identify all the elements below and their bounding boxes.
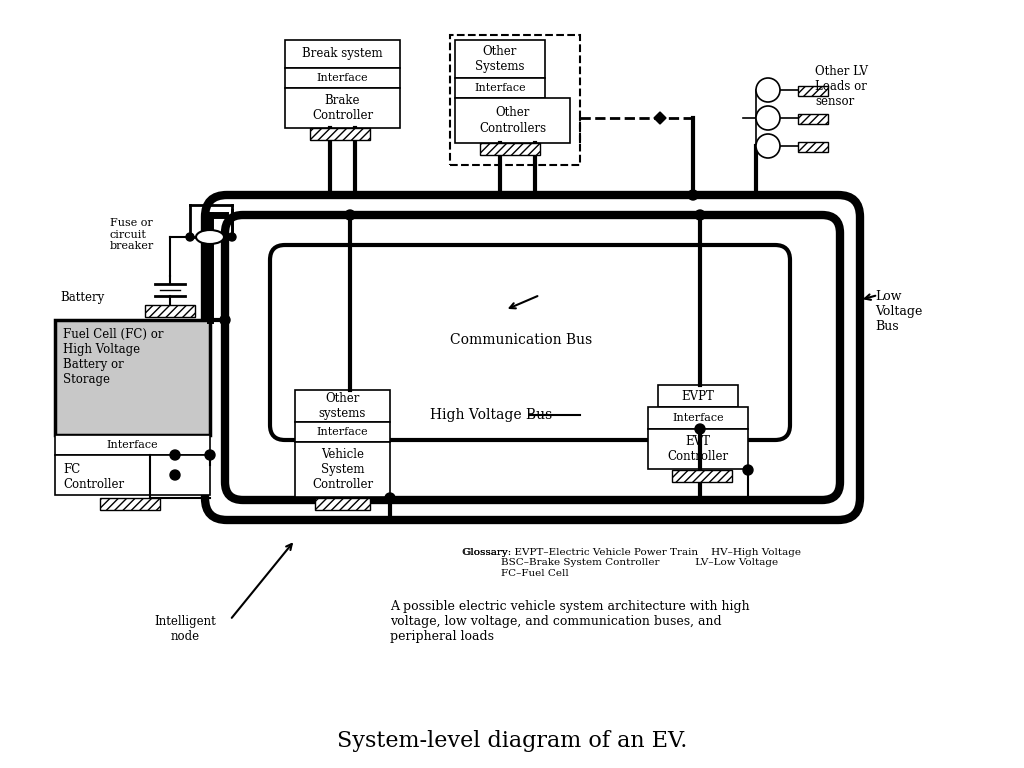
FancyBboxPatch shape [55,320,210,435]
Text: EVT
Controller: EVT Controller [668,435,728,463]
FancyBboxPatch shape [455,98,570,143]
Ellipse shape [196,230,224,244]
Circle shape [220,315,230,325]
Text: Intelligent
node: Intelligent node [155,615,216,643]
FancyBboxPatch shape [455,40,545,78]
FancyBboxPatch shape [285,68,400,88]
FancyBboxPatch shape [285,88,400,128]
Text: Fuse or
circuit
breaker: Fuse or circuit breaker [110,218,155,251]
Text: System-level diagram of an EV.: System-level diagram of an EV. [337,730,687,752]
Text: Glossary:: Glossary: [462,548,511,557]
FancyBboxPatch shape [295,390,390,422]
FancyBboxPatch shape [285,40,400,68]
Circle shape [345,210,355,220]
Text: Low
Voltage
Bus: Low Voltage Bus [874,290,923,333]
Bar [310,128,370,140]
FancyBboxPatch shape [295,422,390,442]
Circle shape [695,424,705,434]
Text: EVPT: EVPT [682,389,715,402]
Bar [672,470,732,482]
Text: A possible electric vehicle system architecture with high
voltage, low voltage, : A possible electric vehicle system archi… [390,600,750,643]
Circle shape [688,190,698,200]
Circle shape [186,233,194,241]
Text: Interface: Interface [672,413,724,423]
Text: Interface: Interface [474,83,525,93]
Text: Vehicle
System
Controller: Vehicle System Controller [312,448,373,491]
Bar [798,114,828,124]
Text: Battery: Battery [60,292,105,304]
Text: Other
systems: Other systems [318,392,367,420]
Circle shape [695,210,705,220]
Text: Interface: Interface [316,427,369,437]
Circle shape [743,465,753,475]
Circle shape [756,78,780,102]
Text: High Voltage Bus: High Voltage Bus [430,408,552,422]
Text: Interface: Interface [316,73,369,83]
Bar [100,498,160,510]
Bar [315,498,370,510]
Circle shape [170,450,180,460]
Text: Break system: Break system [302,48,383,61]
Text: Other LV
Loads or
sensor: Other LV Loads or sensor [815,65,868,108]
FancyBboxPatch shape [55,435,210,455]
FancyBboxPatch shape [455,78,545,98]
Circle shape [756,106,780,130]
Circle shape [385,493,395,503]
Bar [798,142,828,152]
Circle shape [756,134,780,158]
Text: Brake
Controller: Brake Controller [312,94,373,122]
Text: Interface: Interface [106,440,159,450]
Text: FC
Controller: FC Controller [63,463,124,491]
FancyBboxPatch shape [648,407,748,429]
Text: Fuel Cell (FC) or
High Voltage
Battery or
Storage: Fuel Cell (FC) or High Voltage Battery o… [63,328,164,386]
Text: Communication Bus: Communication Bus [450,333,592,347]
FancyBboxPatch shape [295,442,390,497]
FancyBboxPatch shape [658,385,738,407]
Text: Glossary: EVPT–Electric Vehicle Power Train    HV–High Voltage
            BSC–B: Glossary: EVPT–Electric Vehicle Power Tr… [462,548,801,578]
Text: Other
Controllers: Other Controllers [479,107,546,134]
Circle shape [170,470,180,480]
Polygon shape [654,112,666,124]
FancyBboxPatch shape [55,455,210,495]
Text: Other
Systems: Other Systems [475,45,524,73]
Bar [145,305,195,317]
Circle shape [205,450,215,460]
Bar [798,86,828,96]
FancyBboxPatch shape [648,429,748,469]
Bar [480,143,540,155]
Circle shape [228,233,236,241]
